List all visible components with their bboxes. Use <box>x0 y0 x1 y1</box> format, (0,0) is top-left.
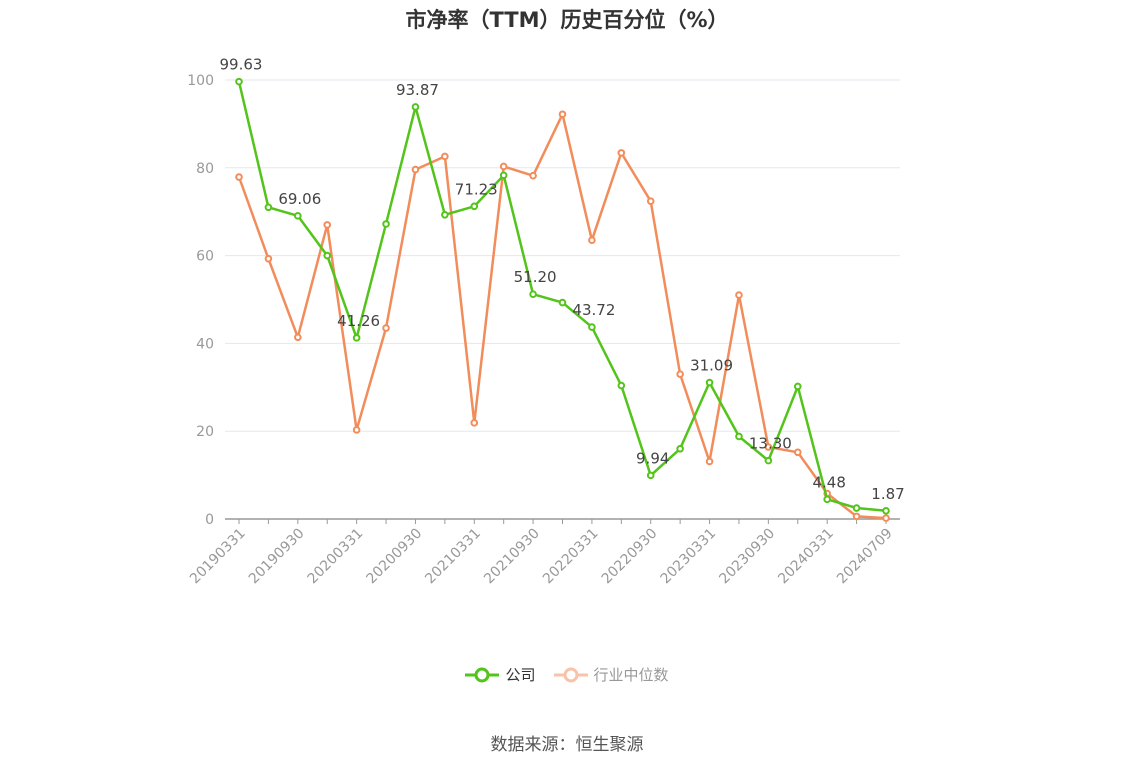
data-point-0 <box>382 220 390 228</box>
data-point-1 <box>499 162 508 171</box>
data-point-1 <box>352 426 361 434</box>
data-point-1 <box>676 370 684 378</box>
data-label: 1.87 <box>871 485 904 503</box>
data-point-1 <box>882 514 890 522</box>
legend-label-company: 公司 <box>505 666 536 684</box>
data-point-0 <box>529 290 537 299</box>
data-label: 9.94 <box>636 449 669 467</box>
data-point-1 <box>646 197 655 205</box>
x-tick-label: 20220331 <box>540 525 602 587</box>
data-point-1 <box>441 152 449 161</box>
data-source-note: 数据来源：恒生聚源 <box>490 735 644 755</box>
data-point-0 <box>617 381 626 390</box>
data-point-0 <box>852 504 861 512</box>
x-tick-label: 20200930 <box>364 525 426 587</box>
x-tick-label: 20190930 <box>246 525 308 587</box>
data-point-1 <box>323 221 332 229</box>
data-label: 51.20 <box>514 268 557 286</box>
x-tick-label: 20240709 <box>834 525 896 587</box>
data-point-1 <box>411 165 420 174</box>
legend-label-industry-median: 行业中位数 <box>593 666 669 684</box>
data-point-0 <box>793 382 802 391</box>
data-point-1 <box>793 448 802 457</box>
data-point-1 <box>235 173 243 181</box>
data-point-0 <box>441 210 449 219</box>
data-point-0 <box>882 506 890 515</box>
y-tick-label: 20 <box>196 424 214 440</box>
data-label: 99.63 <box>220 56 263 74</box>
data-label: 93.87 <box>396 81 439 99</box>
data-point-0 <box>323 251 332 260</box>
data-point-1 <box>705 457 714 466</box>
data-point-0 <box>470 202 479 211</box>
data-point-0 <box>676 444 684 453</box>
x-tick-label: 20210331 <box>422 525 484 587</box>
data-point-0 <box>294 212 302 220</box>
x-tick-label: 20190331 <box>187 525 249 587</box>
data-label: 69.06 <box>278 190 321 208</box>
data-point-0 <box>588 323 596 331</box>
data-point-1 <box>735 291 743 299</box>
data-label: 13.30 <box>749 435 792 453</box>
chart-title: 市净率（TTM）历史百分位（%） <box>405 8 729 32</box>
grid-lines <box>225 79 900 432</box>
data-point-0 <box>352 334 361 342</box>
data-point-1 <box>470 419 479 427</box>
legend-item-company[interactable]: 公司 <box>465 664 536 685</box>
data-point-0 <box>558 298 567 307</box>
data-label: 4.48 <box>812 473 845 491</box>
x-tick-label: 20230930 <box>716 525 778 587</box>
data-point-1 <box>529 171 537 180</box>
y-tick-label: 80 <box>196 161 214 177</box>
data-point-0 <box>411 103 420 111</box>
data-point-0 <box>264 203 273 212</box>
data-point-1 <box>588 236 596 245</box>
data-point-0 <box>764 456 773 465</box>
chart-legend: 公司 行业中位数 <box>0 664 1134 685</box>
data-label: 41.26 <box>337 312 380 330</box>
data-point-1 <box>382 324 390 332</box>
data-point-0 <box>646 471 655 480</box>
series-line-1 <box>237 112 887 520</box>
series-lines <box>235 77 890 522</box>
data-point-1 <box>852 512 861 521</box>
y-tick-label: 60 <box>196 249 214 265</box>
legend-item-industry-median[interactable]: 行业中位数 <box>553 664 669 685</box>
legend-line-icon <box>553 667 588 682</box>
x-tick-label: 20240331 <box>775 525 837 587</box>
x-tick-label: 20230331 <box>658 525 720 587</box>
data-label: 71.23 <box>455 180 498 198</box>
data-point-1 <box>558 110 567 119</box>
x-tick-label: 20210930 <box>481 525 543 587</box>
data-point-0 <box>735 432 743 441</box>
data-point-0 <box>705 378 714 387</box>
y-tick-label: 40 <box>196 336 214 352</box>
data-point-0 <box>823 495 831 504</box>
data-point-1 <box>264 254 273 263</box>
data-label: 31.09 <box>690 357 733 375</box>
x-tick-label: 20220930 <box>599 525 661 587</box>
data-point-0 <box>499 171 508 180</box>
data-point-0 <box>235 77 243 86</box>
x-tick-label: 20200331 <box>305 525 367 587</box>
data-label: 43.72 <box>572 301 615 319</box>
y-tick-label: 0 <box>205 512 214 528</box>
data-point-1 <box>617 149 626 157</box>
y-tick-label: 100 <box>187 73 214 89</box>
legend-line-icon <box>465 667 500 682</box>
data-labels: 99.63 69.06 41.26 93.87 71.23 51.20 43.72 9.94 3… <box>220 56 905 503</box>
data-point-1 <box>294 333 302 342</box>
data-point-1 <box>764 443 773 451</box>
